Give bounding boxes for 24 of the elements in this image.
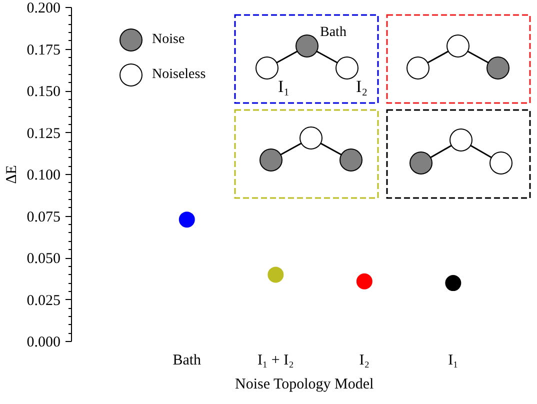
y-tick-label: 0.175 <box>26 42 60 58</box>
x-tick-label: Bath <box>172 352 202 368</box>
y-tick-label: 0.000 <box>26 334 60 350</box>
y-tick-label: 0.075 <box>26 209 60 226</box>
x-tick-label: I₁ <box>448 352 458 368</box>
annotation: Noise <box>152 32 185 48</box>
y-tick-label: 0.150 <box>26 84 60 100</box>
x-tick-label: I₂ <box>359 352 370 368</box>
point <box>178 212 195 228</box>
annotation: Bath <box>320 25 346 40</box>
y-tick-label: 0.100 <box>26 168 60 184</box>
y-tick-label: 0.125 <box>26 126 60 142</box>
y-tick-label: 0.050 <box>26 251 60 267</box>
y-axis-title: ΔE <box>4 165 20 184</box>
y-tick-label: 0.200 <box>26 0 60 16</box>
point <box>268 266 284 283</box>
annotation: I₂ <box>356 76 368 96</box>
x-axis-title: Noise Topology Model <box>235 376 374 392</box>
x-tick-label: I₁ + I₂ <box>257 352 294 368</box>
point <box>356 273 372 290</box>
point <box>445 275 462 292</box>
annotation: Noiseless <box>152 67 206 82</box>
annotation: I₁ <box>278 76 290 96</box>
y-tick-label: 0.025 <box>26 292 60 309</box>
